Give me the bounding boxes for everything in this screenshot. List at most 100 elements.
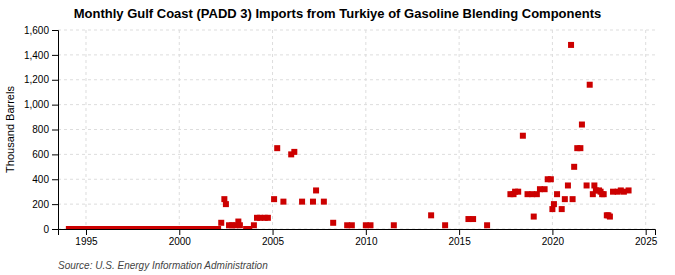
- y-tick: 400: [32, 174, 58, 185]
- y-tick-label: 800: [32, 124, 49, 135]
- y-tick: 0: [43, 224, 58, 235]
- x-tick-label: 2025: [635, 236, 658, 247]
- x-tick-mark: [86, 229, 87, 235]
- title: Monthly Gulf Coast (PADD 3) Imports from…: [74, 6, 601, 21]
- x-tick: 2005: [262, 229, 285, 247]
- x-tick-label: 2010: [355, 236, 378, 247]
- y-axis-title: Thousand Barrels: [4, 86, 16, 173]
- point: [291, 149, 297, 155]
- y-grid-line: [58, 79, 655, 80]
- y-tick: 1,400: [24, 50, 58, 61]
- points: [66, 42, 632, 229]
- x-tick-label: 2005: [262, 236, 285, 247]
- point: [551, 201, 557, 207]
- y-tick-mark: [52, 105, 58, 106]
- x-tick-mark: [646, 229, 647, 235]
- point: [542, 186, 548, 192]
- point: [367, 222, 373, 228]
- point: [271, 196, 277, 202]
- y-tick-label: 1,000: [24, 99, 49, 110]
- point: [568, 42, 574, 48]
- y-tick-label: 0: [43, 224, 49, 235]
- point: [562, 196, 568, 202]
- point: [330, 220, 336, 226]
- point: [571, 164, 577, 170]
- y-grid-line: [58, 54, 655, 55]
- y-tick-mark: [52, 80, 58, 81]
- point: [391, 222, 397, 228]
- point: [579, 122, 585, 128]
- point: [607, 214, 613, 220]
- y-tick: 800: [32, 124, 58, 135]
- point: [274, 145, 280, 151]
- x-tick-mark: [552, 229, 553, 235]
- point: [237, 222, 243, 228]
- point: [223, 201, 229, 207]
- y-tick-label: 400: [32, 174, 49, 185]
- y-grid-line: [58, 179, 655, 180]
- point: [442, 222, 448, 228]
- x-grid-line: [459, 30, 460, 229]
- point: [601, 191, 607, 197]
- point: [548, 176, 554, 182]
- point: [428, 212, 434, 218]
- x-tick: 2000: [169, 229, 192, 247]
- point: [484, 222, 490, 228]
- y-tick-mark: [52, 30, 58, 31]
- y-grid-line: [58, 129, 655, 130]
- chart: 1995 2000 2005 2010 2015 2020 2025 0 200 400 600 80…: [0, 0, 675, 275]
- y-tick-mark: [52, 204, 58, 205]
- point: [565, 182, 571, 188]
- point: [280, 199, 286, 205]
- y-tick-mark: [52, 229, 58, 230]
- y-tick-mark: [52, 130, 58, 131]
- x-tick-label: 2015: [448, 236, 471, 247]
- point: [310, 199, 316, 205]
- x-grid-line: [85, 30, 86, 229]
- x-grid-line: [552, 30, 553, 229]
- point: [265, 215, 271, 221]
- y-tick: 200: [32, 199, 58, 210]
- y-axis: 0 200 400 600 800 1,000 1,200 1,400 1,600: [24, 25, 59, 235]
- point: [554, 191, 560, 197]
- x-tick-mark: [366, 229, 367, 235]
- x-tick: 2010: [355, 229, 378, 247]
- x-tick: 1995: [75, 229, 98, 247]
- x-tick: 2015: [448, 229, 471, 247]
- point: [251, 222, 257, 228]
- grid: [58, 30, 655, 229]
- x-axis-line: [59, 230, 656, 236]
- point: [626, 187, 632, 193]
- y-grid-line: [58, 154, 655, 155]
- x-tick-label: 2000: [169, 236, 192, 247]
- x-axis: 1995 2000 2005 2010 2015 2020 2025: [59, 229, 658, 247]
- y-grid-line: [58, 104, 655, 105]
- x-tick-label: 2020: [542, 236, 565, 247]
- point: [321, 199, 327, 205]
- y-tick: 1,000: [24, 99, 58, 110]
- y-tick: 600: [32, 149, 58, 160]
- y-tick-label: 600: [32, 149, 49, 160]
- y-tick-mark: [52, 154, 58, 155]
- y-tick: 1,200: [24, 74, 58, 85]
- point: [215, 226, 221, 229]
- y-tick-mark: [52, 55, 58, 56]
- plot-area: 1995 2000 2005 2010 2015 2020 2025 0 200 400 600 80…: [24, 25, 658, 247]
- y-tick-label: 1,200: [24, 74, 49, 85]
- point: [570, 196, 576, 202]
- y-grid-line: [58, 30, 655, 31]
- point: [299, 199, 305, 205]
- x-tick-mark: [273, 229, 274, 235]
- point: [218, 220, 224, 226]
- x-grid-line: [365, 30, 366, 229]
- point: [520, 133, 526, 139]
- y-tick-mark: [52, 179, 58, 180]
- y-grid-line: [58, 204, 655, 205]
- x-tick: 2020: [542, 229, 565, 247]
- y-tick-label: 200: [32, 199, 49, 210]
- point: [349, 222, 355, 228]
- y-tick-label: 1,400: [24, 50, 49, 61]
- x-tick-mark: [179, 229, 180, 235]
- point: [587, 82, 593, 88]
- y-tick-label: 1,600: [24, 25, 49, 36]
